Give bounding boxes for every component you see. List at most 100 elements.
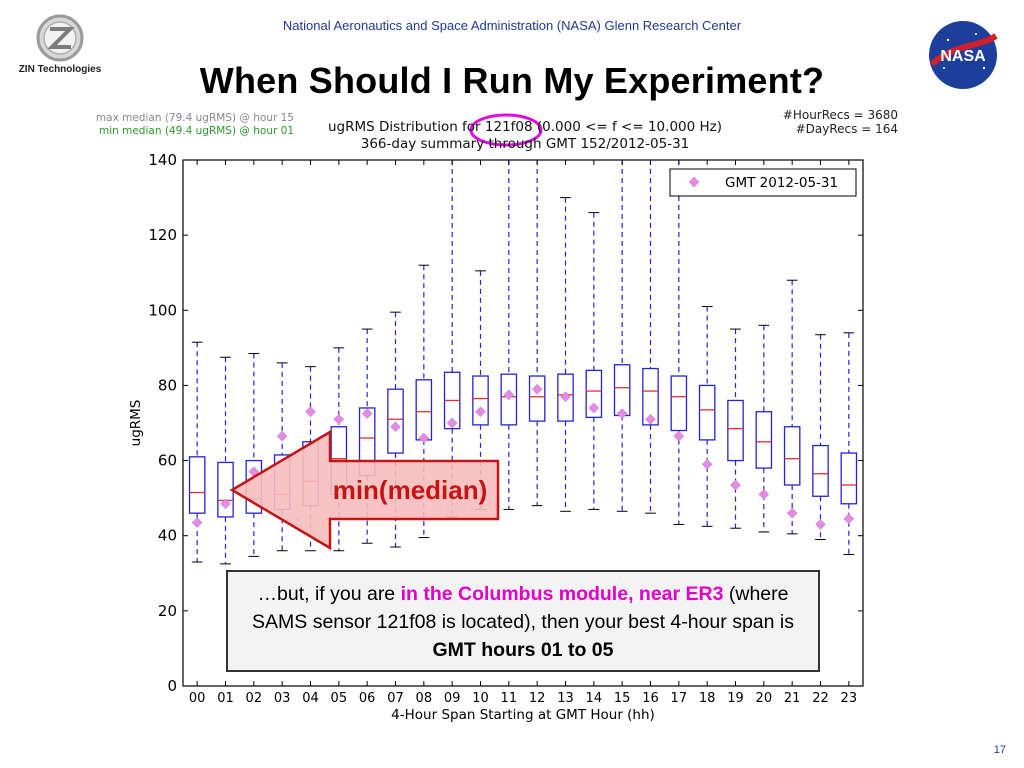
box-iqr	[557, 373, 574, 422]
box-15	[613, 160, 631, 686]
x-tick-label: 17	[671, 691, 688, 706]
box-iqr	[727, 399, 744, 462]
marker-diamond	[560, 391, 571, 403]
arrow-shape	[229, 429, 500, 551]
marker-diamond	[758, 489, 770, 500]
x-tick-label: 08	[416, 691, 433, 706]
y-tick-label: 140	[148, 151, 177, 169]
zin-logo-text: ZIN Technologies	[18, 64, 102, 75]
x-tick-label: 12	[529, 691, 546, 706]
box-iqr	[387, 388, 404, 454]
marker-diamond	[843, 513, 855, 525]
legend-marker	[688, 176, 700, 188]
box-iqr	[698, 384, 716, 441]
marker-diamond	[815, 519, 826, 530]
x-tick-label: 01	[217, 691, 234, 706]
x-tick-label: 03	[274, 691, 291, 706]
x-tick-label: 21	[784, 691, 801, 706]
page-number: 17	[993, 744, 1006, 756]
box-iqr	[585, 369, 603, 419]
legend-label: GMT 2012-05-31	[725, 175, 838, 191]
box-iqr	[642, 367, 659, 426]
legend-box	[669, 168, 857, 197]
y-tick-label: 40	[158, 527, 177, 545]
nasa-logo-text: NASA	[940, 48, 986, 65]
x-tick-label: 13	[557, 691, 574, 706]
organization-header: National Aeronautics and Space Administr…	[282, 18, 742, 33]
box-iqr	[188, 456, 206, 514]
marker-diamond	[616, 408, 628, 419]
x-tick-label: 06	[359, 691, 376, 706]
plot-title-line2: 366-day summary through GMT 152/2012-05-…	[360, 136, 690, 152]
box-iqr	[840, 452, 858, 505]
x-tick-label: 23	[841, 691, 858, 706]
x-tick-label: 09	[444, 691, 461, 706]
box-iqr	[670, 375, 688, 432]
y-tick-label: 120	[148, 226, 177, 244]
box-20	[755, 160, 773, 686]
box-00	[188, 160, 206, 686]
box-18	[698, 160, 716, 686]
x-tick-label: 22	[812, 691, 829, 706]
callout-bold: GMT hours 01 to 05	[432, 639, 614, 661]
y-axis-label: ugRMS	[128, 400, 144, 447]
x-tick-label: 14	[586, 691, 603, 706]
y-tick-label: 20	[158, 602, 177, 620]
marker-diamond	[361, 408, 373, 419]
callout-box: …but, if you are in the Columbus module,…	[226, 570, 820, 672]
min-median-arrow: min(median)	[229, 429, 500, 551]
callout-highlight: in the Columbus module, near ER3	[400, 583, 724, 605]
marker-diamond	[730, 479, 741, 491]
marker-diamond	[701, 458, 713, 470]
marker-diamond	[475, 406, 486, 418]
plot-title-line1: ugRMS Distribution for 121f08 (0.000 <= …	[327, 119, 723, 135]
marker-diamond	[276, 430, 288, 442]
hour-recs-note: #HourRecs = 3680	[782, 108, 898, 122]
legend: GMT 2012-05-31	[669, 168, 857, 197]
box-iqr	[783, 426, 801, 486]
x-tick-label: 00	[189, 691, 206, 706]
marker-diamond	[446, 417, 458, 429]
x-tick-label: 02	[246, 691, 263, 706]
x-tick-label: 07	[387, 691, 404, 706]
box-iqr	[755, 411, 773, 469]
marker-diamond	[191, 517, 203, 528]
day-recs-note: #DayRecs = 164	[795, 122, 898, 136]
marker-diamond	[418, 432, 430, 444]
x-tick-label: 15	[614, 691, 631, 706]
marker-diamond	[786, 507, 798, 519]
x-tick-label: 04	[302, 691, 319, 706]
box-iqr	[472, 375, 489, 426]
max-median-note: max median (79.4 ugRMS) @ hour 15	[95, 112, 294, 124]
marker-diamond	[305, 406, 316, 418]
marker-diamond	[645, 413, 656, 425]
x-tick-label: 05	[331, 691, 348, 706]
box-iqr	[812, 444, 829, 497]
marker-diamond	[333, 413, 345, 425]
marker-diamond	[503, 389, 515, 401]
box-iqr	[528, 375, 546, 422]
slide-title: When Should I Run My Experiment?	[199, 60, 825, 101]
box-16	[642, 160, 659, 686]
callout-part2: (where SAMS sensor 121f08 is located), t…	[252, 583, 794, 633]
box-22	[812, 160, 829, 686]
plot-title: ugRMS Distribution for 121f08 (0.000 <= …	[290, 119, 760, 153]
box-19	[727, 160, 744, 686]
callout-part1: …but, if you are	[257, 583, 401, 605]
arrow-label: min(median)	[333, 475, 488, 505]
x-tick-label: 16	[642, 691, 659, 706]
x-tick-label: 20	[756, 691, 773, 706]
y-tick-label: 80	[158, 376, 177, 394]
box-13	[557, 160, 574, 686]
box-11	[500, 160, 518, 686]
min-median-note: min median (49.4 ugRMS) @ hour 01	[98, 125, 294, 137]
box-21	[783, 160, 801, 686]
box-12	[528, 160, 546, 686]
marker-diamond	[531, 383, 543, 395]
marker-diamond	[390, 421, 401, 433]
nasa-meatball-logo: NASA	[926, 18, 1000, 92]
zin-technologies-logo	[10, 12, 110, 82]
x-tick-label: 18	[699, 691, 716, 706]
marker-diamond	[588, 402, 600, 414]
sensor-highlight-circle	[469, 113, 543, 147]
